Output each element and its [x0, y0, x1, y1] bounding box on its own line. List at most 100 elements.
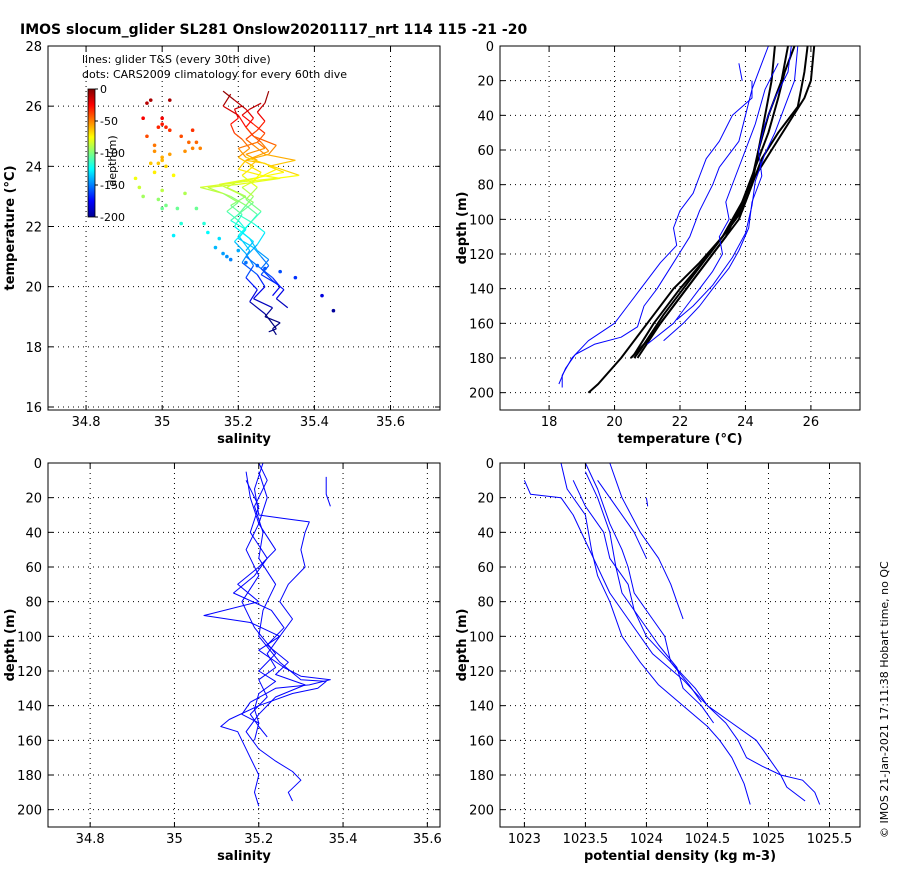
ts-glider-line-3-seg-2: [234, 99, 247, 110]
ts-xlabel: salinity: [217, 432, 271, 447]
density-ytick-label-4: 80: [477, 596, 494, 611]
ts-ytick-label-2: 20: [25, 281, 42, 296]
ts-glider-line-5-seg-13: [241, 232, 254, 243]
ts-glider-line-4-seg-8: [245, 156, 300, 176]
ts-climatology-dot-37: [183, 191, 187, 196]
ts-xtick-label-3: 35.4: [300, 415, 329, 430]
ts-glider-line-0-seg-19: [253, 286, 266, 300]
salinity-xtick-label-0: 34.8: [76, 832, 105, 847]
ts-climatology-dot-25: [152, 170, 157, 175]
ts-glider-line-0-seg-3: [230, 117, 239, 125]
ts-glider-line-2-seg-8: [264, 153, 296, 161]
ts-glider-line-3: [207, 90, 281, 297]
ts-glider-line-5-seg-10: [245, 204, 258, 215]
ts-glider-line-2-seg-3: [256, 111, 266, 122]
ts-glider-line-1-seg-20: [260, 259, 270, 269]
ts-climatology-dot-46: [244, 260, 248, 265]
salinity-profile-line-2: [203, 471, 331, 741]
ts-climatology-dot-17: [152, 143, 157, 148]
ts-legend-text-1: dots: CARS2009 climatology for every 60t…: [82, 68, 347, 81]
ts-glider-line-3-seg-16: [237, 205, 247, 215]
ts-ylabel: temperature (°C): [3, 165, 18, 290]
ts-climatology-dot-4: [160, 122, 164, 127]
ts-climatology-dot-24: [148, 161, 153, 166]
temperature-ytick-label-9: 180: [469, 352, 494, 367]
ts-ytick-label-6: 28: [25, 40, 42, 55]
salinity-xtick-label-2: 35.2: [244, 832, 273, 847]
ts-ytick-label-5: 26: [25, 100, 42, 115]
ts-glider-line-3-seg-5: [245, 126, 254, 137]
ts-glider-line-4-seg-18: [237, 238, 254, 249]
ts-glider-line-5-seg-1: [256, 141, 266, 149]
ts-glider-line-3-seg-12: [238, 177, 281, 185]
ts-glider-line-3-seg-8: [245, 153, 269, 161]
ts-ytick-label-3: 22: [25, 220, 42, 235]
ts-colorbar-tick-label-2: -100: [100, 147, 125, 160]
ts-glider-line-4-seg-11: [200, 180, 246, 188]
salinity-profile-line-3: [249, 462, 310, 738]
ts-climatology-dot-39: [202, 221, 206, 226]
ts-glider-line-4-seg-22: [260, 274, 277, 285]
ts-climatology-dot-43: [221, 251, 225, 256]
density-profile-line-7: [645, 497, 649, 507]
temperature-profile-line-10: [676, 45, 799, 321]
temperature-ytick-label-7: 140: [469, 283, 494, 298]
ts-climatology-dot-49: [293, 275, 298, 280]
ts-diagram-panel: 34.8 35 35.2 35.4 35.6 16 18 20 22 24 26 28 salinity…: [3, 40, 441, 447]
ts-glider-line-2-seg-12: [219, 177, 254, 185]
ts-glider-line-4-seg-15: [226, 210, 239, 221]
ts-climatology-dot-27: [160, 188, 164, 193]
ts-glider-line-1-seg-2: [222, 105, 239, 116]
ts-glider-line-4-seg-13: [222, 192, 239, 203]
density-ytick-label-1: 20: [477, 492, 494, 507]
ts-climatology-dot-44: [225, 254, 229, 259]
density-profile-line-1: [560, 462, 751, 805]
ts-xtick-label-2: 35.2: [224, 415, 253, 430]
salinity-ylabel: depth (m): [3, 609, 18, 682]
ts-glider-line-2-seg-26: [268, 328, 277, 333]
ts-glider-line-0-seg-11: [245, 186, 258, 200]
ts-glider-line-0-seg-20: [253, 298, 273, 309]
ts-colorbar: [87, 88, 96, 218]
ts-glider-line-4-seg-5: [256, 132, 266, 143]
ts-glider-line-1-seg-23: [275, 289, 285, 300]
ts-climatology-dot-32: [179, 221, 184, 226]
temperature-profile-line-7: [646, 63, 779, 345]
ts-glider-line-3-seg-23: [272, 277, 281, 288]
ts-climatology-dot-47: [255, 263, 260, 268]
ts-climatology-dot-36: [141, 194, 145, 199]
ts-colorbar-tick-label-3: -150: [100, 179, 125, 192]
ts-glider-line-3-seg-6: [253, 135, 277, 146]
ts-glider-line-5-seg-9: [245, 196, 254, 206]
temperature-profile-line-4: [633, 45, 789, 356]
temperature-axes-frame: [499, 45, 861, 411]
density-ylabel: depth (m): [455, 609, 470, 682]
salinity-xtick-label-1: 35: [166, 832, 183, 847]
ts-glider-line-3-seg-19: [256, 232, 266, 245]
salinity-profile-panel: 34.8 35 35.2 35.4 35.6 0 20 40 60 80 100 120 140 160 1…: [3, 457, 442, 864]
temperature-ytick-label-0: 0: [486, 40, 494, 55]
ts-glider-line-4-seg-9: [276, 174, 300, 179]
density-profile-panel: 1023 1023.5 1024 1024.5 1025 1025.5 0 20 40 60 80 1…: [455, 457, 861, 864]
density-xtick-label-2: 1024: [630, 832, 663, 847]
ts-glider-line-2-seg-11: [253, 171, 285, 179]
density-profile-line-3: [584, 471, 715, 724]
ts-climatology-dot-33: [171, 233, 176, 238]
ts-glider-line-0-seg-6: [241, 138, 251, 149]
ts-legend-text-0: lines: glider T&S (every 30th dive): [82, 53, 271, 66]
ts-glider-line-4-seg-4: [253, 123, 266, 134]
salinity-xtick-label-4: 35.6: [413, 832, 442, 847]
salinity-xlabel: salinity: [217, 849, 271, 864]
ts-glider-line-3-seg-22: [260, 268, 273, 279]
ts-glider-line-4-seg-6: [238, 141, 258, 149]
ts-glider-line-1-seg-24: [275, 298, 289, 309]
ts-glider-line-5-seg-6: [253, 171, 262, 182]
ts-climatology-dot-8: [179, 134, 184, 139]
temperature-profile-line-9: [738, 63, 743, 81]
salinity-ytick-label-7: 140: [17, 700, 42, 715]
ts-glider-line-0-seg-7: [237, 147, 251, 158]
ts-glider-line-2-seg-19: [234, 241, 247, 254]
ts-glider-line-2-seg-2: [256, 102, 266, 113]
density-ytick-label-10: 200: [469, 804, 494, 819]
